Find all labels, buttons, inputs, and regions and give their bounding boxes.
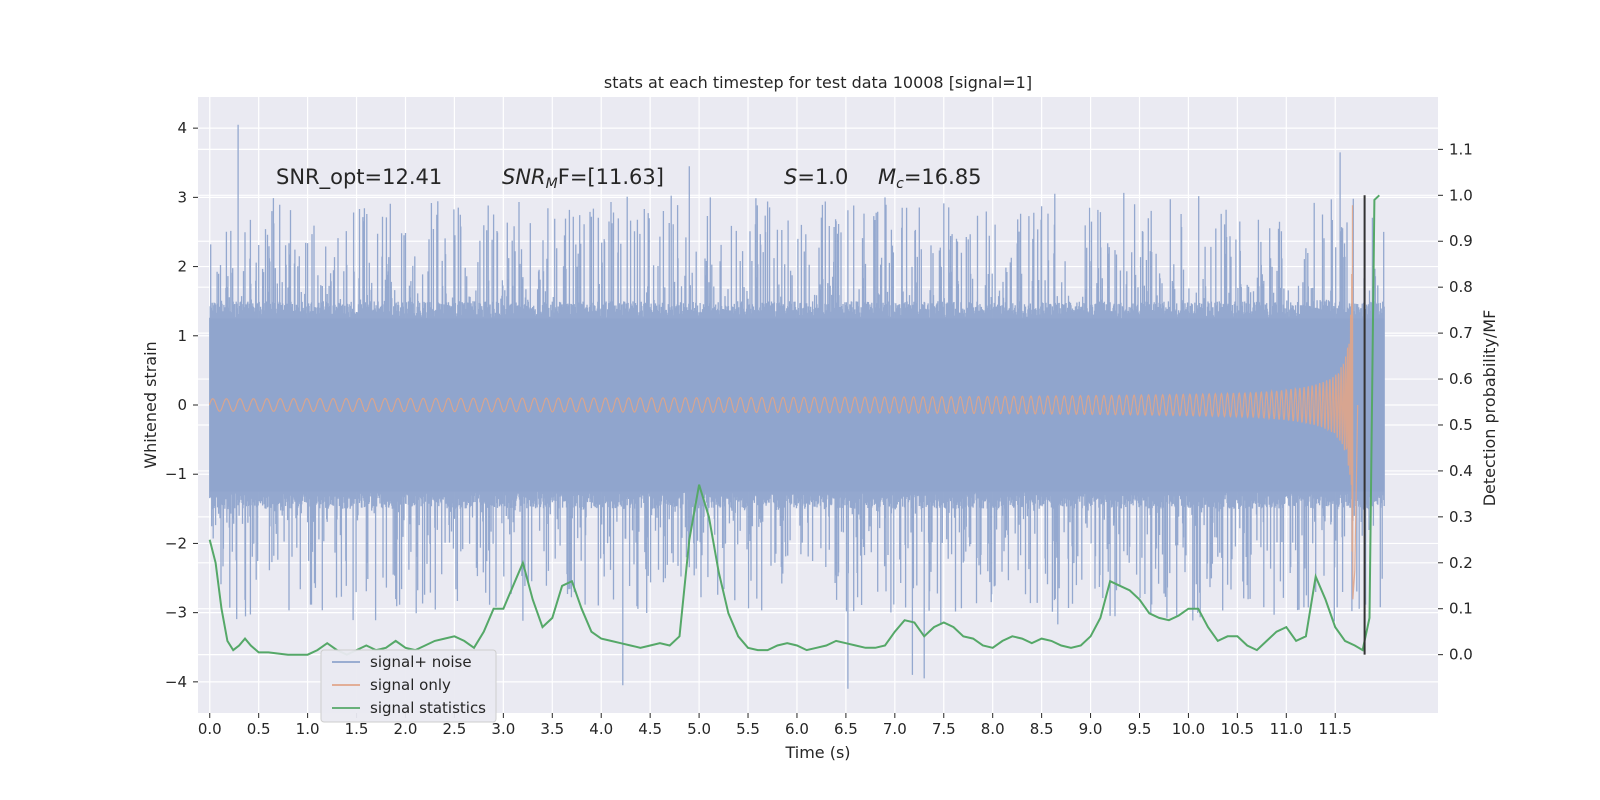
annotation-snr-mf-sub: M <box>546 176 558 192</box>
x-tick-label: 6.0 <box>785 720 809 738</box>
signal-only-series <box>209 205 1359 600</box>
annotation-s-var: S <box>784 165 797 189</box>
signal-statistics-series <box>208 194 1380 656</box>
x-tick-label: 7.0 <box>883 720 907 738</box>
x-tick-label: 10.0 <box>1172 720 1205 738</box>
x-tick-label: 2.5 <box>442 720 466 738</box>
signal-only-line <box>209 205 1359 600</box>
x-tick-label: 7.5 <box>932 720 956 738</box>
annotation-mc: Mc=16.85 <box>878 165 982 192</box>
x-tick-label: 6.5 <box>834 720 858 738</box>
annotation-s-val: =1.0 <box>797 165 848 189</box>
x-tick-label: 1.0 <box>296 720 320 738</box>
x-tick-label: 4.0 <box>589 720 613 738</box>
x-tick-label: 3.0 <box>491 720 515 738</box>
y-axis-ticks: −4 −3 −2 −1 0 1 2 3 4 <box>165 119 198 691</box>
x-tick-label: 2.0 <box>394 720 418 738</box>
annotation-snr-mf: SNRMF=[11.63] <box>502 165 664 192</box>
y2-tick-label: 0.8 <box>1449 278 1473 296</box>
y-tick-label: −1 <box>165 465 187 483</box>
chart-title: stats at each timestep for test data 100… <box>604 73 1032 92</box>
x-tick-label: 9.5 <box>1128 720 1152 738</box>
legend-label-signal-only: signal only <box>370 676 451 694</box>
x-tick-label: 8.5 <box>1030 720 1054 738</box>
x-axis-label: Time (s) <box>784 743 850 762</box>
y2-tick-label: 0.6 <box>1449 370 1473 388</box>
annotation-mc-var: M <box>878 165 896 189</box>
annotation-snr-opt: SNR_opt=12.41 <box>276 165 442 190</box>
x-tick-label: 5.5 <box>736 720 760 738</box>
y-tick-label: 4 <box>177 119 187 137</box>
y2-tick-label: 0.7 <box>1449 324 1473 342</box>
x-tick-label: 5.0 <box>687 720 711 738</box>
signal-statistics-line <box>208 194 1380 656</box>
x-tick-label: 11.0 <box>1270 720 1303 738</box>
x-tick-label: 1.5 <box>345 720 369 738</box>
x-tick-label: 10.5 <box>1221 720 1254 738</box>
y2-tick-label: 0.5 <box>1449 416 1473 434</box>
x-tick-label: 4.5 <box>638 720 662 738</box>
y-tick-label: −3 <box>165 604 187 622</box>
x-tick-label: 3.5 <box>540 720 564 738</box>
y-axis-label: Whitened strain <box>141 341 160 468</box>
legend: signal+ noise signal only signal statist… <box>320 649 497 723</box>
y2-axis-ticks: 0.0 0.1 0.2 0.3 0.4 0.5 0.6 0.7 0.8 0.9 1.0 1.1 <box>1438 140 1473 664</box>
y2-tick-label: 0.1 <box>1449 600 1473 618</box>
annotation-mc-sub: c <box>896 176 904 192</box>
x-axis-ticks: 0.0 0.5 1.0 1.5 2.0 2.5 3.0 3.5 4.0 4.5 5.0 5.5 6.0 6… <box>198 713 1352 738</box>
legend-label-signal-statistics: signal statistics <box>370 699 486 717</box>
x-tick-label: 8.0 <box>981 720 1005 738</box>
x-tick-label: 9.0 <box>1079 720 1103 738</box>
x-tick-label: 11.5 <box>1319 720 1352 738</box>
annotation-snr-mf-rest: F=[11.63] <box>558 165 664 189</box>
legend-box <box>320 649 497 723</box>
y-tick-label: 1 <box>177 327 187 345</box>
y2-tick-label: 0.0 <box>1449 646 1473 664</box>
x-tick-label: 0.5 <box>247 720 271 738</box>
x-tick-label: 0.0 <box>198 720 222 738</box>
y-tick-label: 3 <box>177 188 187 206</box>
annotation-snr-mf-main: SNR <box>502 165 546 189</box>
y2-tick-label: 0.3 <box>1449 508 1473 526</box>
y-tick-label: 2 <box>177 258 187 276</box>
y-tick-label: −4 <box>165 673 187 691</box>
y2-tick-label: 1.1 <box>1449 140 1473 158</box>
y2-axis-label: Detection probability/MF <box>1480 310 1499 507</box>
annotation-s: S=1.0 <box>784 165 848 189</box>
legend-label-signal-noise: signal+ noise <box>370 653 472 671</box>
y2-tick-label: 0.2 <box>1449 554 1473 572</box>
y2-tick-label: 0.9 <box>1449 232 1473 250</box>
y-tick-label: −2 <box>165 534 187 552</box>
annotation-mc-val: =16.85 <box>904 165 982 189</box>
y2-tick-label: 1.0 <box>1449 186 1473 204</box>
y2-tick-label: 0.4 <box>1449 462 1473 480</box>
y-tick-label: 0 <box>177 396 187 414</box>
